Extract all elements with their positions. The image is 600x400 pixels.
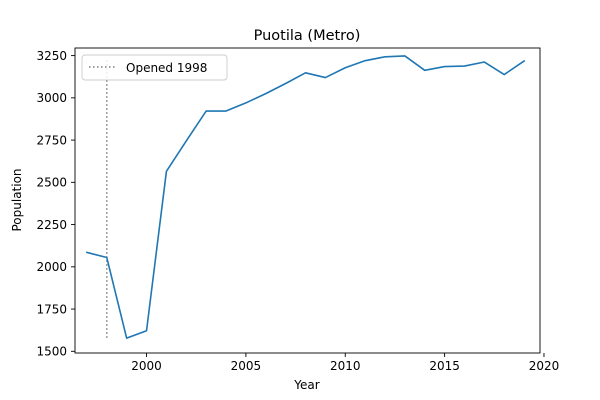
legend: Opened 1998 [81, 54, 228, 81]
y-tick-label: 3000 [36, 91, 67, 105]
x-tick-label: 2005 [231, 359, 262, 373]
y-tick-label: 2500 [36, 176, 67, 190]
y-axis-label: Population [10, 168, 24, 231]
y-tick-label: 1500 [36, 345, 67, 359]
legend-box [81, 54, 228, 81]
x-tick-label: 2015 [429, 359, 460, 373]
legend-entry-label: Opened 1998 [126, 61, 207, 75]
x-tick-label: 2020 [529, 359, 560, 373]
y-axis: 1500 1750 2000 2250 2500 2750 3000 3250 [36, 49, 75, 359]
x-axis-label: Year [293, 378, 319, 392]
population-series-line [85, 55, 526, 339]
plot-frame [74, 47, 541, 354]
x-axis: 2000 2005 2010 2015 2020 [131, 353, 559, 373]
plot-area [85, 55, 526, 339]
y-tick-label: 2250 [36, 218, 67, 232]
y-tick-label: 3250 [36, 49, 67, 63]
x-tick-label: 2010 [330, 359, 361, 373]
y-tick-label: 1750 [36, 302, 67, 316]
chart-title: Puotila (Metro) [254, 28, 361, 44]
y-tick-label: 2000 [36, 260, 67, 274]
y-tick-label: 2750 [36, 133, 67, 147]
x-tick-label: 2000 [131, 359, 162, 373]
